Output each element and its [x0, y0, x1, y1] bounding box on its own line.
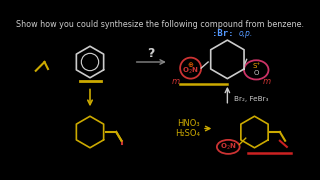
- Text: HNO₃: HNO₃: [177, 119, 199, 128]
- Text: m: m: [172, 77, 180, 86]
- Text: O$_2$N: O$_2$N: [182, 66, 199, 76]
- Text: ?: ?: [148, 47, 155, 60]
- Text: H₂SO₄: H₂SO₄: [175, 129, 201, 138]
- Text: :Br:: :Br:: [212, 29, 234, 38]
- Text: S⁺: S⁺: [252, 63, 260, 69]
- Text: O: O: [253, 69, 259, 75]
- Text: ⊕: ⊕: [188, 62, 194, 68]
- Text: Show how you could synthesize the following compound from benzene.: Show how you could synthesize the follow…: [16, 20, 304, 29]
- Text: m: m: [263, 77, 271, 86]
- Text: Br₂, FeBr₃: Br₂, FeBr₃: [234, 96, 269, 102]
- Text: o,p.: o,p.: [239, 29, 253, 38]
- Text: O$_2$N: O$_2$N: [220, 142, 236, 152]
